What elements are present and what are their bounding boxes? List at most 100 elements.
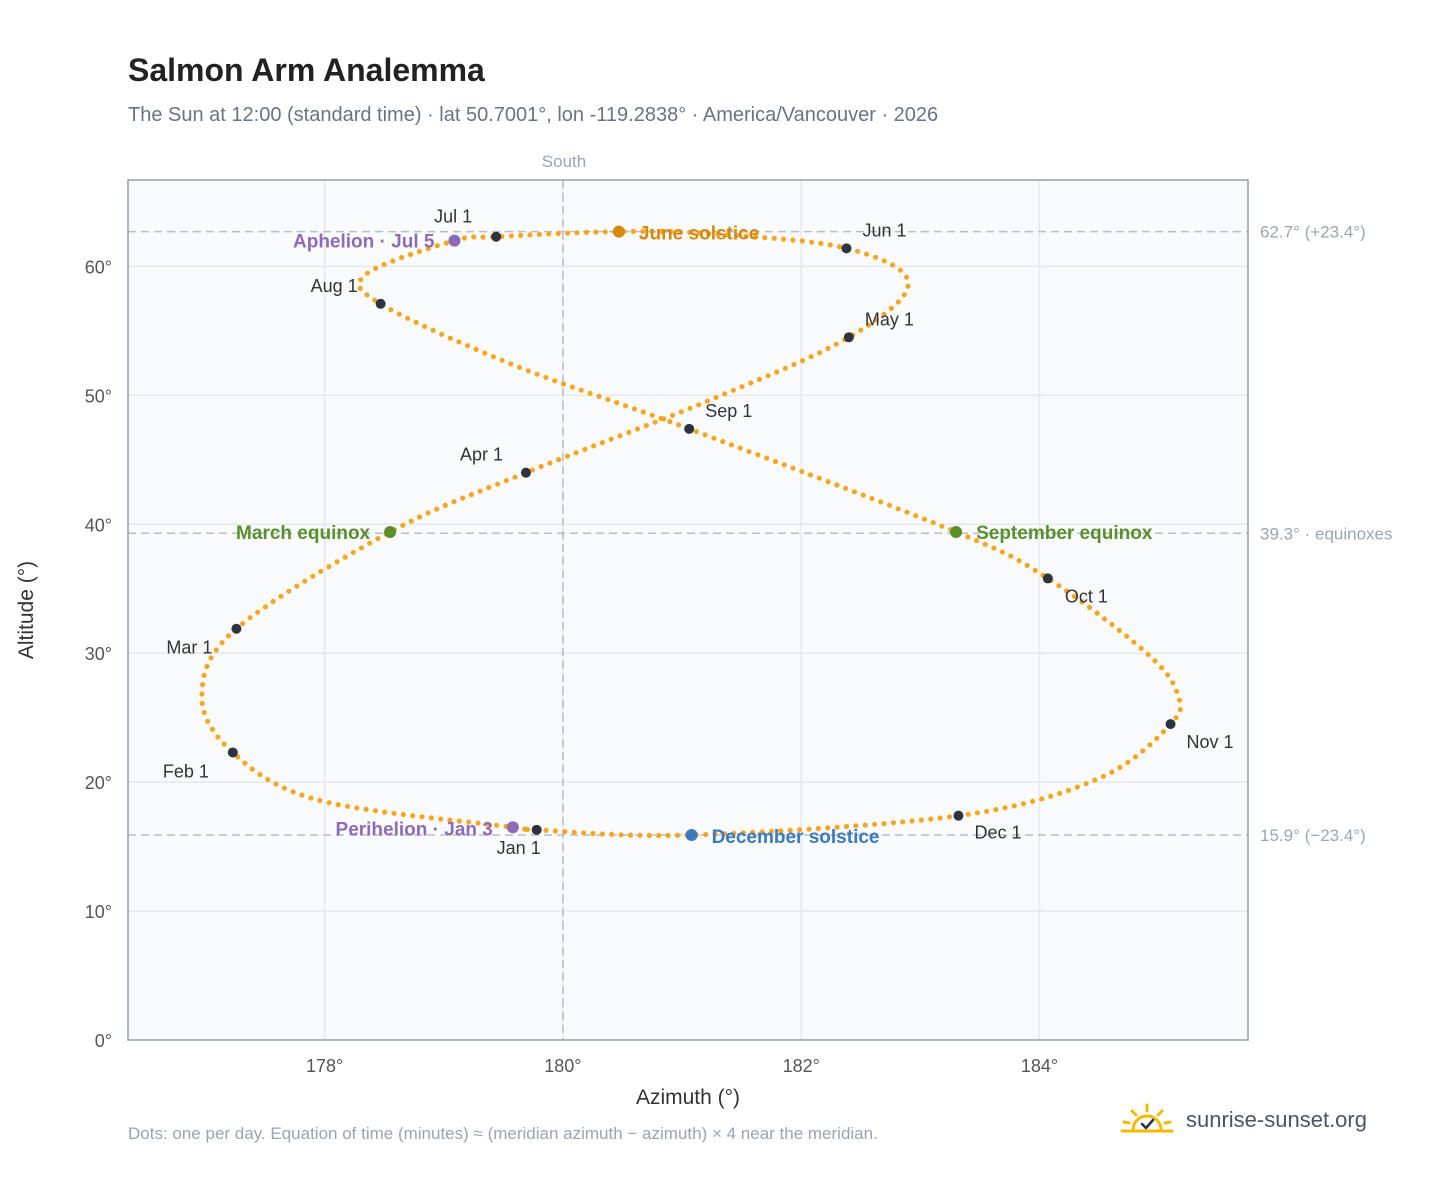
daily-sun-dot bbox=[782, 365, 788, 371]
daily-sun-dot bbox=[631, 406, 638, 412]
daily-sun-dot bbox=[1109, 621, 1115, 628]
daily-sun-dot bbox=[900, 819, 906, 825]
month-marker-dot[interactable] bbox=[841, 243, 852, 254]
daily-sun-dot bbox=[646, 832, 652, 839]
analemma-curve bbox=[199, 228, 1183, 839]
month-marker-dot[interactable] bbox=[684, 423, 695, 434]
daily-sun-dot bbox=[706, 230, 712, 237]
y-tick-label: 10° bbox=[85, 902, 112, 922]
daily-sun-dot bbox=[240, 620, 246, 627]
month-marker-label: Feb 1 bbox=[163, 761, 209, 781]
meridian-label: South bbox=[542, 152, 586, 171]
daily-sun-dot bbox=[722, 391, 728, 397]
month-marker-dot[interactable] bbox=[1165, 719, 1176, 730]
daily-sun-dot bbox=[326, 564, 332, 570]
daily-sun-dot bbox=[518, 232, 524, 238]
event-markers: June solstice December solstice March equi… bbox=[236, 224, 1153, 848]
daily-sun-dot bbox=[728, 442, 735, 448]
daily-sun-dot bbox=[317, 797, 323, 804]
daily-sun-dot bbox=[765, 373, 771, 379]
daily-sun-dot bbox=[711, 435, 717, 441]
daily-sun-dot bbox=[921, 516, 928, 522]
month-marker-dot[interactable] bbox=[953, 810, 964, 821]
brand[interactable]: sunrise-sunset.org bbox=[1120, 1102, 1367, 1138]
daily-sun-dot bbox=[364, 270, 371, 276]
daily-sun-dot bbox=[734, 232, 740, 239]
daily-sun-dot bbox=[833, 341, 839, 347]
daily-sun-dot bbox=[799, 238, 805, 244]
daily-sun-dot bbox=[219, 640, 225, 646]
daily-sun-dot bbox=[270, 598, 276, 605]
event-marker-dot[interactable] bbox=[685, 828, 698, 841]
month-marker-dot[interactable] bbox=[843, 332, 854, 343]
daily-sun-dot bbox=[634, 426, 641, 432]
daily-sun-dot bbox=[693, 428, 699, 435]
daily-sun-dot bbox=[425, 246, 431, 252]
daily-sun-dot bbox=[1002, 805, 1008, 811]
x-axis-label: Azimuth (°) bbox=[636, 1086, 740, 1109]
month-marker-label: Aug 1 bbox=[311, 276, 358, 296]
month-marker-label: Jun 1 bbox=[862, 220, 906, 240]
daily-sun-dot bbox=[1065, 787, 1072, 794]
daily-sun-dot bbox=[434, 243, 440, 249]
brand-name[interactable]: sunrise-sunset.org bbox=[1186, 1107, 1367, 1132]
daily-sun-dot bbox=[815, 825, 822, 832]
event-marker-label: March equinox bbox=[236, 523, 371, 544]
daily-sun-dot bbox=[342, 554, 348, 560]
month-marker-dot[interactable] bbox=[227, 747, 238, 758]
daily-sun-dot bbox=[752, 234, 759, 240]
daily-sun-dot bbox=[484, 821, 490, 827]
reference-line-label: 39.3° · equinoxes bbox=[1260, 524, 1393, 543]
daily-sun-dot bbox=[816, 475, 822, 481]
daily-sun-dot bbox=[552, 828, 559, 834]
daily-sun-dot bbox=[536, 231, 543, 237]
daily-sun-dot bbox=[1024, 562, 1030, 569]
daily-sun-dot bbox=[909, 818, 915, 824]
daily-sun-dot bbox=[1132, 754, 1139, 760]
month-marker-dot[interactable] bbox=[231, 623, 242, 634]
daily-sun-dot bbox=[704, 398, 711, 404]
daily-sun-dot bbox=[1011, 803, 1017, 809]
daily-sun-dot bbox=[407, 251, 414, 258]
daily-sun-dot bbox=[364, 292, 370, 298]
daily-sun-dot bbox=[443, 240, 449, 246]
daily-sun-dot bbox=[486, 485, 492, 491]
daily-sun-dot bbox=[678, 409, 684, 415]
daily-sun-dot bbox=[543, 827, 549, 833]
month-marker-dot[interactable] bbox=[375, 298, 386, 309]
event-marker-dot[interactable] bbox=[612, 225, 625, 238]
daily-sun-dot bbox=[375, 536, 381, 542]
daily-sun-dot bbox=[573, 450, 579, 456]
daily-sun-dot bbox=[864, 251, 870, 257]
event-marker-dot[interactable] bbox=[506, 821, 519, 834]
daily-sun-dot bbox=[1173, 715, 1179, 721]
daily-sun-dot bbox=[937, 815, 943, 821]
event-marker-dot[interactable] bbox=[448, 234, 461, 247]
daily-sun-dot bbox=[473, 346, 479, 352]
month-marker-label: Mar 1 bbox=[166, 638, 212, 658]
daily-sun-dot bbox=[755, 452, 761, 458]
month-marker-label: Apr 1 bbox=[460, 445, 503, 465]
daily-sun-dot bbox=[451, 499, 457, 505]
month-marker-dot[interactable] bbox=[491, 231, 502, 242]
daily-sun-dot bbox=[866, 322, 872, 328]
daily-sun-dot bbox=[918, 817, 925, 823]
daily-sun-dot bbox=[200, 682, 206, 688]
month-marker-dot[interactable] bbox=[1042, 573, 1053, 584]
daily-sun-dot bbox=[1057, 790, 1063, 797]
daily-sun-dot bbox=[649, 228, 655, 234]
month-marker-dot[interactable] bbox=[531, 824, 542, 835]
daily-sun-dot bbox=[881, 258, 887, 264]
event-marker-dot[interactable] bbox=[384, 525, 397, 538]
daily-sun-dot bbox=[265, 776, 271, 783]
daily-sun-dot bbox=[1117, 764, 1123, 771]
month-marker-dot[interactable] bbox=[520, 467, 531, 478]
daily-sun-dot bbox=[456, 339, 462, 345]
daily-sun-dot bbox=[605, 396, 611, 403]
daily-sun-dot bbox=[939, 523, 945, 529]
y-axis-label: Altitude (°) bbox=[15, 561, 38, 659]
daily-sun-dot bbox=[834, 824, 840, 830]
daily-sun-dot bbox=[730, 387, 737, 393]
event-marker-dot[interactable] bbox=[950, 525, 963, 538]
month-marker-label: Oct 1 bbox=[1065, 586, 1108, 606]
